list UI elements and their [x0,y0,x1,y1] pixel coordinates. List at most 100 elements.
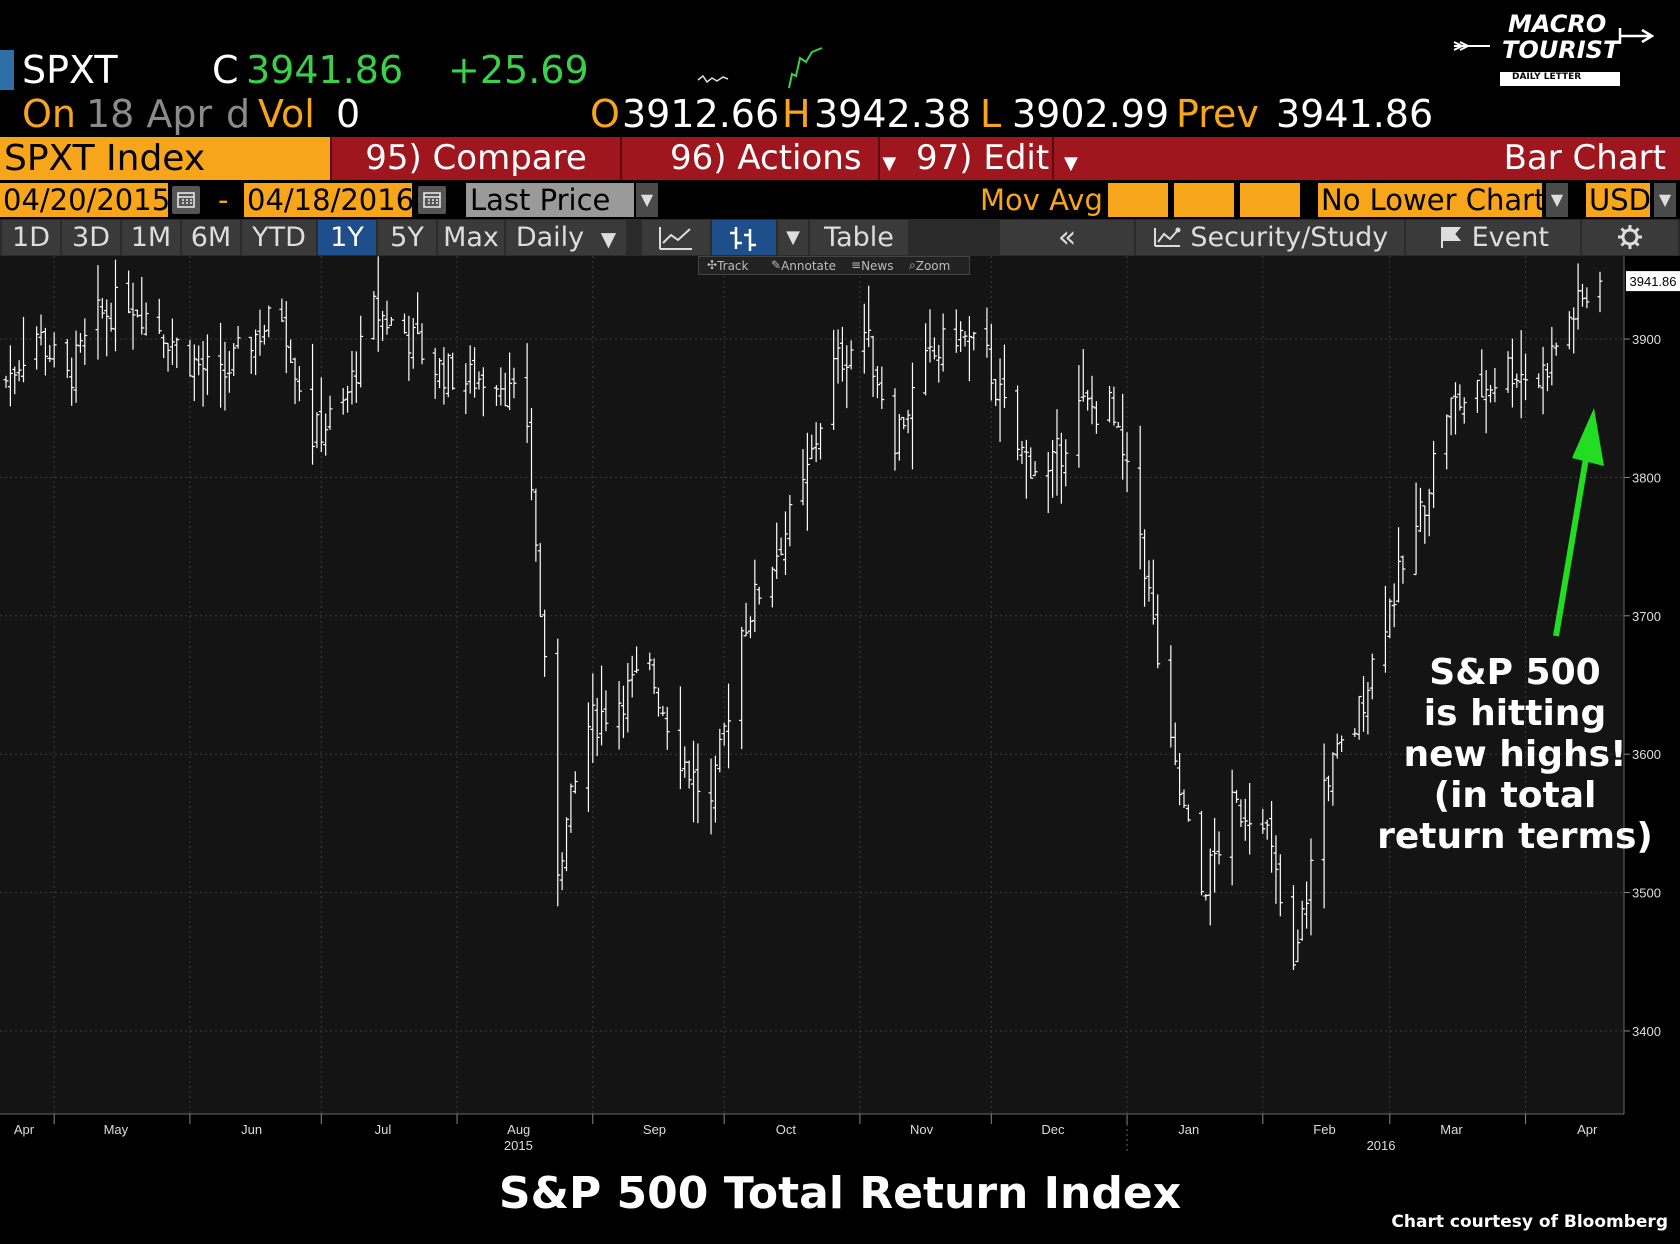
x-tick-label: May [104,1122,129,1137]
ohlc-bar [818,423,824,460]
currency-dropdown-icon[interactable]: ▼ [1654,183,1676,217]
x-tick-label: Oct [776,1122,797,1137]
ohlc-bar [1120,393,1126,480]
ohlc-bar [1457,384,1463,411]
period-6m-button[interactable]: 6M [182,220,240,255]
ohlc-bar [191,344,197,402]
ohlc-bar [112,259,118,352]
event-label: Event [1471,222,1549,253]
ohlc-bar [257,309,263,356]
edit-button[interactable]: 97) Edit ▼ [878,137,1078,180]
ohlc-bar [204,334,210,395]
ohlc-bar [266,305,272,338]
ohlc-bar [292,357,298,405]
ohlc-bar [1199,810,1204,896]
settings-gear-icon[interactable] [1582,220,1678,255]
chart-type-label[interactable]: Bar Chart [1052,137,1680,180]
ohlc-bar [1216,831,1222,865]
mov-avg-input-1[interactable] [1108,183,1168,217]
ohlc-bar [936,344,942,383]
end-calendar-icon[interactable] [418,186,446,214]
lower-chart-select[interactable]: No Lower Chart [1318,183,1545,217]
frequency-select[interactable]: Daily ▼ [506,220,626,255]
vol-label: Vol [258,92,315,136]
ohlc-bar [524,343,530,443]
period-ytd-button[interactable]: YTD [242,220,316,255]
edit-caret-icon: ▼ [1064,153,1078,174]
ohlc-bar [695,743,701,824]
period-1d-button[interactable]: 1D [2,220,60,255]
period-5y-button[interactable]: 5Y [378,220,436,255]
ohlc-bar [782,511,788,575]
track-label: Track [717,259,749,273]
ohlc-bar [1474,379,1480,413]
annotate-button[interactable]: ✎ Annotate [771,258,836,273]
zoom-button[interactable]: ⌕ Zoom [909,258,951,273]
ohlc-bar [1400,555,1406,584]
ohlc-bar [1150,559,1156,625]
period-max-button[interactable]: Max [438,220,504,255]
actions-button[interactable]: 96) Actions ▼ [620,137,896,180]
field-select[interactable]: Last Price [466,183,634,217]
currency-select[interactable]: USD [1586,183,1651,217]
ohlc-bar [130,282,136,350]
ohlc-bar [528,408,534,501]
bar-chart-icon[interactable] [712,220,776,255]
period-flag: d [226,92,251,136]
security-study-button[interactable]: Security/Study [1136,220,1404,255]
ohlc-bar [42,327,48,376]
ohlc-bar [1063,439,1069,487]
annotation-line-5: return terms) [1377,816,1653,857]
x-tick-label: Apr [1577,1122,1598,1137]
ohlc-bar [962,331,968,347]
ohlc-bar [169,318,175,365]
ohlc-bar [358,315,364,388]
ohlc-bar [64,339,70,379]
low-label: L [980,92,1002,136]
on-label: On [22,92,76,136]
start-date-input[interactable]: 04/20/2015 [0,183,170,217]
collapse-button[interactable]: « [1000,220,1134,255]
line-chart-icon[interactable] [642,220,710,255]
x-tick-label: Mar [1440,1122,1463,1137]
period-3d-button[interactable]: 3D [62,220,120,255]
lower-chart-dropdown-icon[interactable]: ▼ [1546,183,1568,217]
ohlc-bar [726,683,732,769]
start-calendar-icon[interactable] [172,186,200,214]
track-button[interactable]: ✣ Track [707,258,749,273]
ohlc-bar [1181,789,1187,808]
ohlc-bar [1177,752,1183,806]
ohlc-bar [664,706,670,750]
ohlc-bar [839,326,845,382]
compare-button[interactable]: 95) Compare [330,137,620,180]
ohlc-bar [419,323,425,365]
period-1y-button[interactable]: 1Y [318,220,376,255]
ohlc-bar [931,337,937,360]
mov-avg-input-3[interactable] [1240,183,1300,217]
ohlc-bar [1142,529,1148,607]
ohlc-bar [463,363,469,415]
ohlc-bar [1304,881,1310,929]
table-button[interactable]: Table [810,220,908,255]
ohlc-bar [1269,801,1275,873]
news-button[interactable]: ≡ News [851,258,894,273]
event-button[interactable]: Event [1406,220,1580,255]
ohlc-bar [542,609,548,677]
news-label: News [861,259,894,273]
ohlc-bar [261,324,267,345]
ohlc-bar [1509,338,1515,408]
mov-avg-input-2[interactable] [1174,183,1234,217]
ohlc-bar [1483,370,1489,434]
ohlc-bar [1479,349,1485,398]
price-chart[interactable]: 3400 3500 3600 3700 3800 3900 Apr May Jun Jul Aug… [0,256,1680,1156]
chart-style-dropdown-icon[interactable]: ▼ [778,220,808,255]
ohlc-bar [480,367,486,417]
end-date-input[interactable]: 04/18/2016 [244,183,414,217]
field-dropdown-icon[interactable]: ▼ [636,183,658,217]
zoom-label: Zoom [915,259,951,273]
period-1m-button[interactable]: 1M [122,220,180,255]
security-field[interactable]: SPXT Index [0,137,330,180]
ohlc-bar [927,309,933,363]
ohlc-bar [1242,798,1248,841]
ohlc-bar [1396,527,1402,603]
